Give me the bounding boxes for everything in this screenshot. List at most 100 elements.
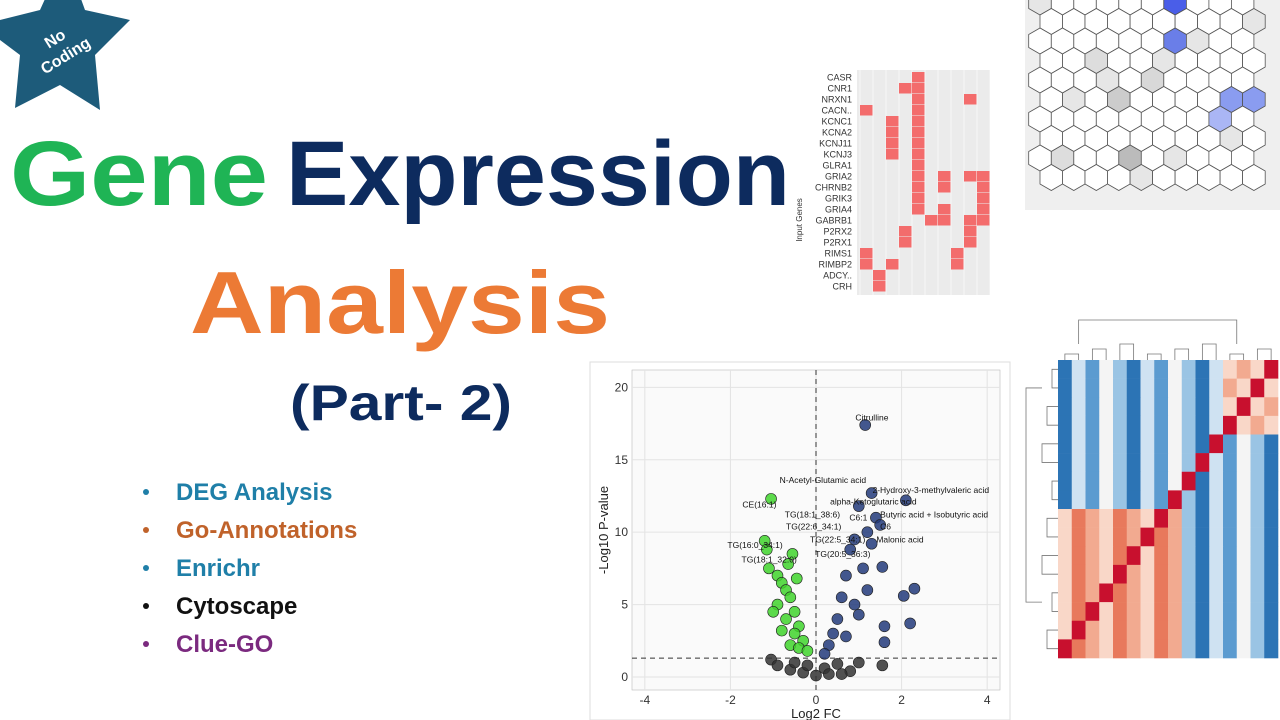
gene-cell [912, 149, 925, 160]
point [865, 537, 878, 550]
point [904, 617, 916, 630]
annotation: C6 [880, 521, 891, 531]
heatmap-cell [1085, 490, 1100, 510]
gene-label: NRXN1 [821, 95, 852, 105]
heatmap-cell [1099, 378, 1114, 398]
gene-cell [860, 259, 873, 270]
gene-cell [977, 193, 990, 204]
heatmap-cell [1250, 397, 1265, 417]
heatmap-cell [1250, 546, 1265, 566]
heatmap-cell [1250, 434, 1265, 454]
heatmap-cell [1085, 378, 1100, 398]
heatmap-cell [1099, 490, 1114, 510]
bullet-text: Go-Annotations [176, 517, 357, 544]
headline-word: Expression [286, 123, 790, 225]
headline-word: Gene [10, 123, 268, 225]
gene-cell [977, 204, 990, 215]
heatmap-cell [1181, 564, 1196, 584]
heatmap-cell [1236, 602, 1251, 622]
heatmap-cell [1181, 620, 1196, 640]
hex-grid [1025, 0, 1280, 210]
annotation: TG(18:1_38:6) [785, 510, 840, 520]
gene-cell [964, 94, 977, 105]
heatmap-cell [1071, 602, 1086, 622]
dendrogram [1051, 480, 1058, 501]
x-tick-label: -4 [640, 693, 651, 707]
gene-cell [886, 116, 899, 127]
heatmap-cell [1099, 620, 1114, 640]
heatmap-cell [1126, 434, 1141, 454]
heatmap-cell [1236, 471, 1251, 491]
heatmap-cell [1209, 602, 1224, 622]
heatmap-cell [1250, 620, 1265, 640]
gene-label: P2RX1 [823, 238, 852, 248]
gene-label: GLRA1 [822, 161, 852, 171]
heatmap-cell [1113, 546, 1128, 566]
heatmap-cell [1223, 546, 1238, 566]
annotation: Citrulline [855, 413, 888, 423]
dendrogram [1041, 555, 1058, 575]
heatmap-cell [1195, 434, 1210, 454]
gene-cell [912, 72, 925, 83]
annotation: TG(18:1_32:0) [742, 555, 797, 565]
heatmap-cell [1099, 546, 1114, 566]
point [801, 659, 814, 672]
gene-cell [860, 105, 873, 116]
gene-cell [873, 270, 886, 281]
heatmap-cell [1058, 434, 1073, 454]
annotation: C6:1 [849, 513, 867, 523]
heatmap-cell [1113, 509, 1128, 528]
heatmap-cell [1154, 415, 1169, 435]
heatmap-cell [1113, 434, 1128, 454]
point [782, 558, 794, 570]
heatmap-cell [1140, 397, 1155, 417]
dendrogram [1091, 348, 1107, 360]
point [827, 627, 839, 640]
heatmap-cell [1126, 360, 1141, 379]
heatmap-cell [1181, 527, 1196, 547]
dendrogram [1064, 353, 1080, 360]
heatmap-cell [1236, 620, 1251, 640]
gene-label: KCNC1 [821, 117, 852, 127]
heatmap-cell [1236, 490, 1251, 510]
heatmap-cell [1113, 453, 1128, 473]
heatmap-cell [1181, 509, 1196, 528]
heatmap-cell [1071, 490, 1086, 510]
heatmap-cell [1140, 471, 1155, 491]
heatmap-cell [1250, 453, 1265, 473]
heatmap-cell [1140, 490, 1155, 510]
heatmap-cell [1085, 360, 1100, 379]
annotation: N-Acetyl-Glutamic acid [780, 475, 867, 485]
heatmap-cell [1264, 583, 1279, 603]
heatmap-cell [1236, 360, 1251, 379]
heatmap-cell [1058, 546, 1073, 566]
heatmap-cell [1236, 509, 1251, 528]
gene-label: CRH [833, 282, 853, 292]
heatmap-cell [1099, 639, 1114, 659]
heatmap-cell [1071, 397, 1086, 417]
heatmap-cell [1195, 490, 1210, 510]
point [801, 645, 814, 657]
point [848, 598, 861, 611]
heatmap-cell [1250, 564, 1265, 584]
gene-cell [860, 248, 873, 259]
point [831, 613, 844, 625]
point [765, 493, 777, 505]
point [857, 562, 869, 575]
bullet-dot [143, 489, 149, 495]
heatmap-cell [1113, 602, 1128, 622]
gene-cell [899, 83, 912, 94]
heatmap-cell [1223, 564, 1238, 584]
dendrogram [1051, 368, 1058, 389]
heatmap-cell [1168, 527, 1183, 547]
heatmap-cell [1181, 415, 1196, 435]
heatmap-cell [1209, 434, 1224, 454]
heatmap-cell [1236, 415, 1251, 435]
heatmap-cell [1236, 583, 1251, 603]
heatmap-cell [1195, 509, 1210, 528]
dendrogram [1046, 629, 1058, 650]
gene-cell [899, 226, 912, 237]
heatmap-cell [1168, 639, 1183, 659]
heatmap-cell [1209, 453, 1224, 473]
